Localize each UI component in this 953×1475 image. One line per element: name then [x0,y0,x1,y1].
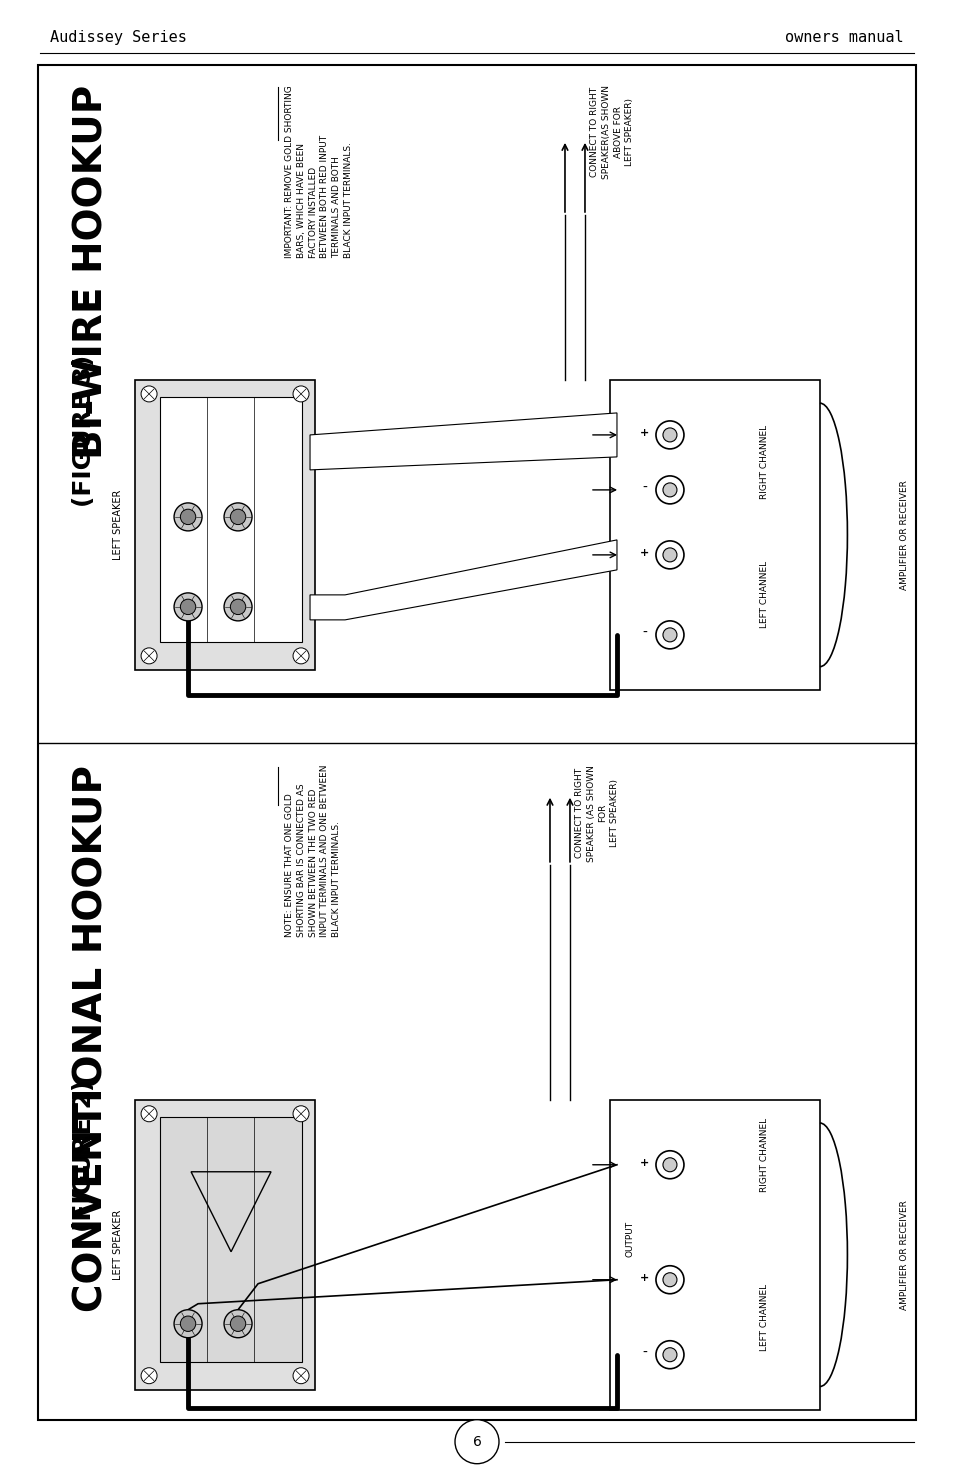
Bar [160,1117,302,1361]
Circle shape [293,648,309,664]
Text: -: - [642,1345,647,1360]
Text: (FIGURE 2): (FIGURE 2) [72,1080,96,1232]
Circle shape [141,386,157,401]
Circle shape [224,1310,252,1338]
Circle shape [662,1158,677,1171]
Circle shape [180,1316,195,1332]
Circle shape [656,476,683,504]
Text: CONNECT TO RIGHT
SPEAKER(AS SHOWN
ABOVE FOR
LEFT SPEAKER): CONNECT TO RIGHT SPEAKER(AS SHOWN ABOVE … [589,86,634,178]
Circle shape [656,541,683,569]
Text: RIGHT CHANNEL: RIGHT CHANNEL [760,1118,769,1192]
Polygon shape [310,413,617,471]
Text: Audissey Series: Audissey Series [51,30,187,46]
Circle shape [230,1316,246,1332]
Circle shape [662,428,677,442]
Text: CONVENTIONAL HOOKUP: CONVENTIONAL HOOKUP [72,766,110,1311]
Circle shape [656,1266,683,1294]
Circle shape [293,1106,309,1122]
Text: RIGHT CHANNEL: RIGHT CHANNEL [760,425,769,500]
Circle shape [656,1341,683,1369]
Text: (FIGURE 3): (FIGURE 3) [72,355,96,507]
Bar [135,1100,314,1389]
Text: +: + [639,1158,649,1168]
Circle shape [455,1420,498,1463]
Text: BI-WIRE HOOKUP: BI-WIRE HOOKUP [72,86,110,459]
Circle shape [230,509,246,525]
Text: AMPLIFIER OR RECEIVER: AMPLIFIER OR RECEIVER [900,1199,908,1310]
Circle shape [293,386,309,401]
Text: -: - [642,481,647,496]
Circle shape [656,621,683,649]
Circle shape [224,593,252,621]
Text: LEFT SPEAKER: LEFT SPEAKER [113,490,123,560]
Bar [609,381,819,690]
Text: LEFT CHANNEL: LEFT CHANNEL [760,1283,769,1351]
Bar [609,1100,819,1410]
Text: +: + [639,547,649,558]
Circle shape [141,1106,157,1122]
Text: CONNECT TO RIGHT
SPEAKER (AS SHOWN
FOR
LEFT SPEAKER): CONNECT TO RIGHT SPEAKER (AS SHOWN FOR L… [575,766,618,861]
Text: +: + [639,428,649,438]
Text: LEFT CHANNEL: LEFT CHANNEL [760,562,769,628]
Circle shape [662,547,677,562]
Circle shape [141,1367,157,1384]
Text: AMPLIFIER OR RECEIVER: AMPLIFIER OR RECEIVER [900,479,908,590]
Circle shape [180,599,195,615]
Polygon shape [310,540,617,620]
Text: 6: 6 [472,1435,481,1448]
Text: NOTE: ENSURE THAT ONE GOLD
SHORTING BAR IS CONNECTED AS
SHOWN BETWEEN THE TWO RE: NOTE: ENSURE THAT ONE GOLD SHORTING BAR … [285,766,341,937]
Circle shape [224,503,252,531]
Bar [160,397,302,642]
Circle shape [662,628,677,642]
Text: OUTPUT: OUTPUT [625,1221,634,1257]
Circle shape [662,1348,677,1361]
Text: +: + [639,1273,649,1283]
Circle shape [230,599,246,615]
Circle shape [141,648,157,664]
Circle shape [656,420,683,448]
Circle shape [173,503,202,531]
Circle shape [293,1367,309,1384]
Circle shape [173,1310,202,1338]
Text: owners manual: owners manual [784,30,902,46]
Text: -: - [642,625,647,640]
Bar [135,381,314,670]
Circle shape [662,482,677,497]
Text: IMPORTANT: REMOVE GOLD SHORTING
BARS, WHICH HAVE BEEN
FACTORY INSTALLED
BETWEEN : IMPORTANT: REMOVE GOLD SHORTING BARS, WH… [285,86,353,258]
Text: LEFT SPEAKER: LEFT SPEAKER [113,1210,123,1280]
Circle shape [173,593,202,621]
Circle shape [662,1273,677,1286]
Circle shape [180,509,195,525]
Circle shape [656,1150,683,1179]
